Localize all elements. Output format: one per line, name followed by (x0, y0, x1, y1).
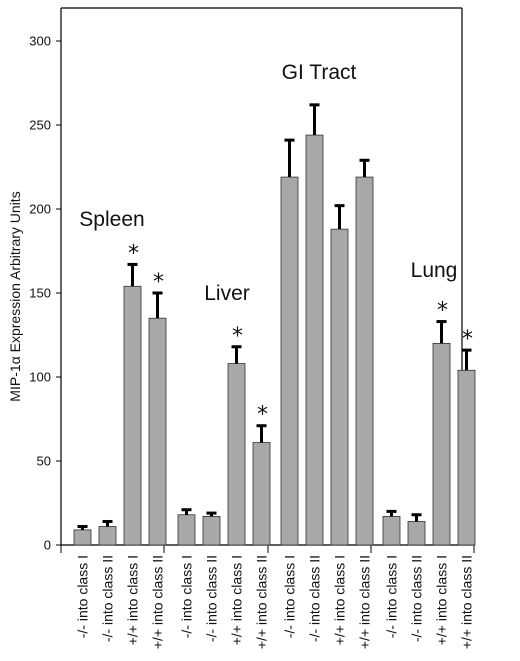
category-label: -/- into class I (384, 555, 400, 638)
significance-star: * (232, 324, 243, 349)
bar (432, 342, 451, 546)
significance-star: * (462, 327, 473, 352)
y-tick-label: 0 (44, 538, 51, 553)
significance-star: * (257, 403, 268, 428)
y-tick-label: 50 (37, 454, 51, 469)
category-label: -/- into class II (409, 555, 425, 642)
category-label: +/+ into class II (459, 555, 475, 649)
bar (73, 529, 92, 546)
category-label: +/+ into class II (254, 555, 270, 649)
bar (202, 516, 221, 546)
category-label: -/- into class II (307, 555, 323, 642)
bar (252, 442, 271, 546)
bar (355, 176, 374, 546)
bar (457, 369, 476, 546)
y-tick-label: 200 (29, 202, 51, 217)
y-tick-label: 250 (29, 118, 51, 133)
bar (305, 134, 324, 546)
labels: 0 50 100 150 200 250 300 MIP-1α Expression Arbi… (7, 34, 475, 650)
category-label: -/- into class I (75, 555, 91, 638)
bar (98, 526, 117, 546)
significance-star: * (128, 241, 139, 266)
category-label: +/+ into class I (229, 555, 245, 645)
bar (148, 317, 167, 546)
category-label: +/+ into class II (150, 555, 166, 649)
category-label: +/+ into class I (332, 555, 348, 645)
significance-star: * (437, 299, 448, 324)
category-label: -/- into class II (204, 555, 220, 642)
error-bars (77, 103, 472, 530)
y-axis-label: MIP-1α Expression Arbitrary Units (7, 191, 23, 401)
y-tick-label: 100 (29, 370, 51, 385)
bar (330, 228, 349, 546)
category-label: -/- into class I (282, 555, 298, 638)
category-label: -/- into class I (179, 555, 195, 638)
y-tick-label: 300 (29, 34, 51, 49)
category-label: +/+ into class I (125, 555, 141, 645)
bar (407, 521, 426, 546)
group-label: Liver (204, 282, 250, 305)
category-label: -/- into class II (100, 555, 116, 642)
bar (123, 285, 142, 546)
group-label: Lung (411, 259, 458, 282)
bar (382, 516, 401, 546)
y-tick-label: 150 (29, 286, 51, 301)
category-label: +/+ into class II (357, 555, 373, 649)
bar (280, 176, 299, 546)
bars (73, 134, 476, 546)
group-label: Spleen (79, 208, 144, 231)
significance-star: * (153, 270, 164, 295)
bar (177, 514, 196, 546)
category-label: +/+ into class I (434, 555, 450, 645)
bar (227, 363, 246, 546)
group-label: GI Tract (282, 61, 357, 84)
